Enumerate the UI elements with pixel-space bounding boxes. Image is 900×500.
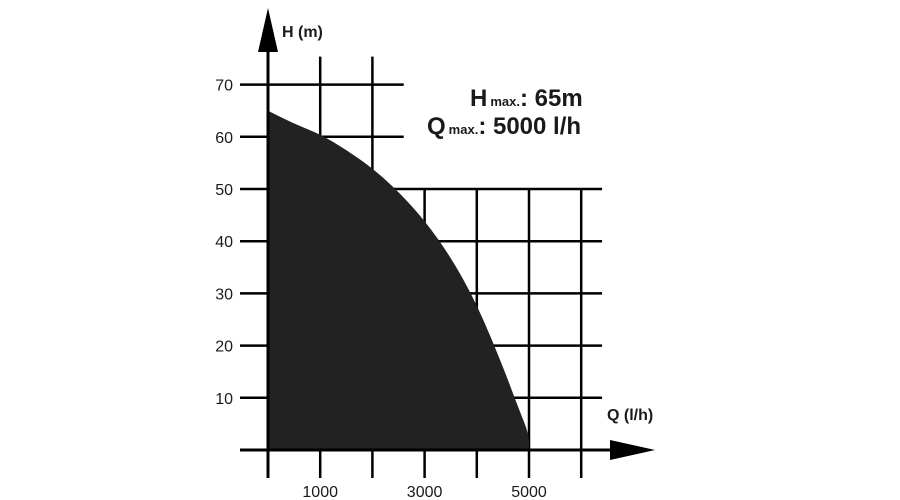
y-axis-arrow-icon [258, 8, 278, 52]
x-tick-label-1000: 1000 [302, 484, 338, 500]
x-tick-label-5000: 5000 [511, 484, 547, 500]
qmax-symbol: Q [427, 113, 446, 140]
performance-curve-area [268, 110, 529, 450]
y-tick-label-40: 40 [215, 234, 233, 251]
hmax-value: : 65m [520, 85, 583, 112]
x-axis-label: Q (l/h) [607, 407, 653, 424]
y-axis-label: H (m) [282, 24, 323, 41]
y-tick-label-70: 70 [215, 78, 233, 95]
y-tick-label-20: 20 [215, 339, 233, 356]
x-tick-label-3000: 3000 [407, 484, 443, 500]
y-tick-label-10: 10 [215, 391, 233, 408]
hmax-subscript: max. [490, 94, 520, 109]
x-axis-arrow-icon [610, 440, 655, 460]
y-tick-label-60: 60 [215, 130, 233, 147]
axes-layer [240, 8, 655, 478]
tick-labels: 10 20 30 40 50 60 70 1000 3000 5000 [215, 78, 547, 500]
qmax-value: : 5000 l/h [478, 113, 581, 140]
qmax-subscript: max. [449, 122, 479, 137]
y-tick-label-30: 30 [215, 286, 233, 303]
hmax-symbol: H [470, 85, 487, 112]
y-tick-label-50: 50 [215, 182, 233, 199]
